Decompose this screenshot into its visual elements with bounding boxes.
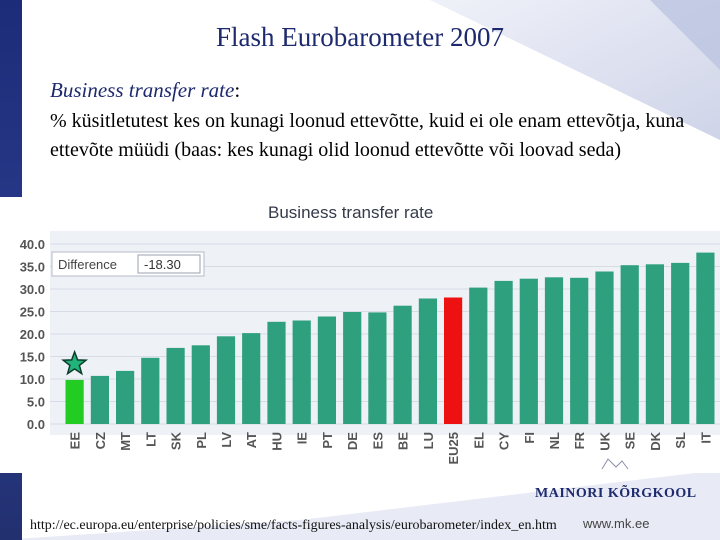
subtitle: Business transfer rate: bbox=[50, 78, 240, 103]
bar-dk bbox=[645, 264, 664, 425]
x-tick-label: MT bbox=[118, 432, 133, 451]
x-tick-label: EE bbox=[68, 432, 83, 450]
x-tick-label: NL bbox=[547, 432, 562, 449]
bar-mt bbox=[116, 370, 135, 424]
bar-it bbox=[696, 252, 715, 424]
x-tick-label: LV bbox=[219, 432, 234, 448]
bar-ee bbox=[65, 379, 84, 424]
difference-value: -18.30 bbox=[144, 257, 181, 272]
x-tick-label: IE bbox=[295, 432, 310, 445]
y-tick-label: 30.0 bbox=[20, 282, 45, 297]
x-tick-label: PL bbox=[194, 432, 209, 449]
x-tick-label: SL bbox=[673, 432, 688, 449]
y-tick-label: 20.0 bbox=[20, 327, 45, 342]
school-logo: MAINORI KÕRGKOOL bbox=[535, 486, 697, 501]
bar-sl bbox=[671, 262, 690, 424]
y-tick-label: 25.0 bbox=[20, 305, 45, 320]
bar-chart: Business transfer rate 0.0 5.0 10.0 15.0 20.… bbox=[0, 197, 720, 473]
bar-ie bbox=[292, 320, 311, 424]
difference-value-box bbox=[137, 254, 201, 274]
x-tick-label: HU bbox=[269, 432, 284, 451]
bar-cy bbox=[494, 280, 513, 424]
bar-cz bbox=[90, 375, 109, 424]
x-tick-label: LT bbox=[143, 432, 158, 447]
x-tick-label: AT bbox=[244, 432, 259, 448]
bar-nl bbox=[544, 277, 564, 424]
bar-el bbox=[469, 287, 488, 424]
bar-hu bbox=[267, 321, 286, 424]
x-tick-label: IT bbox=[698, 432, 713, 444]
x-tick-label: FR bbox=[572, 431, 587, 449]
bar-es bbox=[368, 312, 387, 424]
bar-fi bbox=[519, 278, 538, 424]
x-tick-label: BE bbox=[396, 432, 411, 450]
y-tick-label: 5.0 bbox=[27, 395, 45, 410]
difference-box: Difference -18.30 bbox=[51, 251, 205, 277]
x-tick-label: DE bbox=[345, 432, 360, 450]
bar-pl bbox=[191, 345, 210, 425]
bar-fr bbox=[570, 277, 589, 425]
star-marker-icon bbox=[61, 349, 89, 376]
bar-at bbox=[242, 333, 261, 424]
y-tick-label: 35.0 bbox=[20, 260, 45, 275]
bar-pt bbox=[317, 316, 336, 424]
x-tick-label: CZ bbox=[93, 432, 108, 449]
x-tick-label: DK bbox=[648, 431, 663, 450]
bar-lt bbox=[141, 357, 160, 424]
bar-se bbox=[620, 265, 639, 424]
x-tick-label: EU25 bbox=[446, 432, 461, 465]
difference-label: Difference bbox=[58, 257, 117, 272]
description: % küsitletutest kes on kunagi loonud ett… bbox=[50, 110, 685, 161]
x-tick-label: FI bbox=[522, 432, 537, 444]
website-link: www.mk.ee bbox=[583, 516, 650, 531]
y-tick-label: 15.0 bbox=[20, 350, 45, 365]
y-tick-label: 40.0 bbox=[20, 237, 45, 252]
source-url: http://ec.europa.eu/enterprise/policies/… bbox=[30, 518, 557, 533]
x-tick-label: UK bbox=[597, 431, 612, 450]
subtitle-colon: : bbox=[234, 78, 241, 102]
stamp-mark bbox=[601, 458, 629, 470]
bar-lu bbox=[418, 298, 437, 424]
bar-be bbox=[393, 305, 412, 424]
bar-sk bbox=[166, 347, 185, 424]
bar-de bbox=[343, 312, 362, 424]
subtitle-text: Business transfer rate bbox=[50, 78, 235, 102]
x-tick-label: PT bbox=[320, 432, 335, 449]
bar-eu25 bbox=[444, 297, 463, 424]
x-tick-label: ES bbox=[370, 432, 385, 450]
chart-title: Business transfer rate bbox=[268, 203, 433, 222]
bar-uk bbox=[595, 271, 614, 424]
chart-container: Business transfer rate 0.0 5.0 10.0 15.0 20.… bbox=[0, 197, 720, 473]
x-tick-label: EL bbox=[471, 432, 486, 449]
x-tick-label: LU bbox=[421, 432, 436, 449]
x-tick-label: SK bbox=[169, 431, 184, 450]
y-tick-label: 0.0 bbox=[27, 417, 45, 432]
x-tick-label: CY bbox=[497, 432, 512, 450]
bar-lv bbox=[216, 336, 236, 425]
x-tick-label: SE bbox=[623, 432, 638, 450]
y-tick-label: 10.0 bbox=[20, 372, 45, 387]
slide-title: Flash Eurobarometer 2007 bbox=[216, 22, 504, 52]
